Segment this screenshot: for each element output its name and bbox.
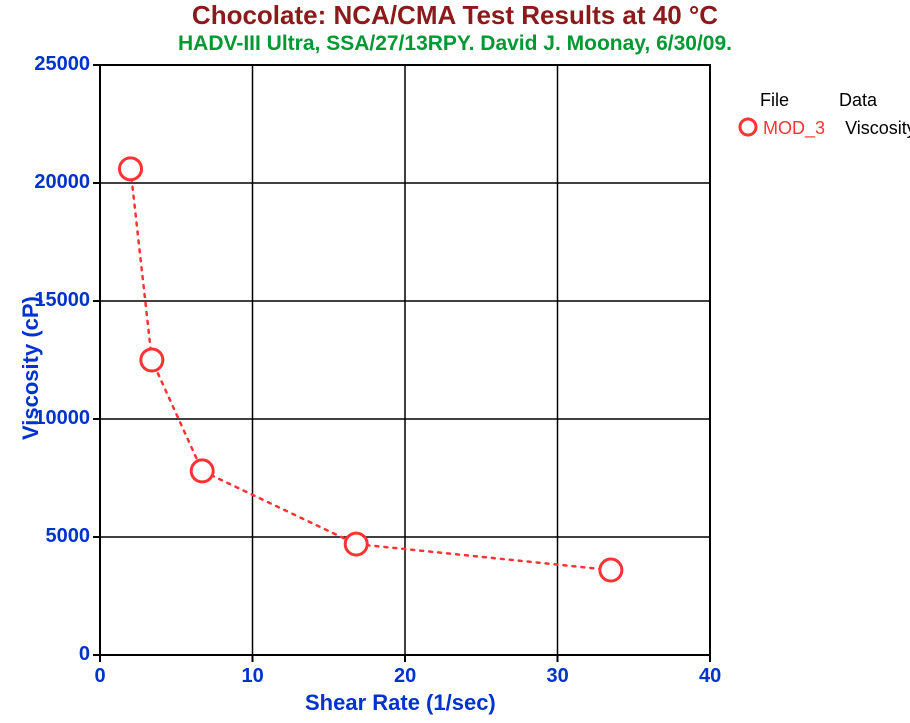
x-tick-label: 20 — [394, 665, 416, 688]
y-tick-label: 15000 — [34, 289, 90, 312]
y-tick-label: 10000 — [34, 407, 90, 430]
y-tick-label: 5000 — [46, 525, 91, 548]
y-tick-label: 20000 — [34, 171, 90, 194]
y-tick-label: 0 — [79, 643, 90, 666]
x-tick-label: 0 — [95, 665, 106, 688]
chart-container: { "chart": { "type": "scatter-line", "ti… — [0, 0, 910, 723]
x-tick-label: 30 — [547, 665, 569, 688]
x-tick-label: 40 — [699, 665, 721, 688]
y-tick-label: 25000 — [34, 53, 90, 76]
x-tick-label: 10 — [242, 665, 264, 688]
chart-plot — [0, 0, 910, 723]
